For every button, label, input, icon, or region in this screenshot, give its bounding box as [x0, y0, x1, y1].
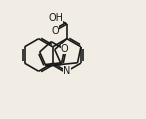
Text: N: N — [63, 66, 71, 76]
Text: O: O — [61, 44, 68, 54]
Text: O: O — [52, 26, 59, 36]
Text: OH: OH — [48, 12, 64, 22]
